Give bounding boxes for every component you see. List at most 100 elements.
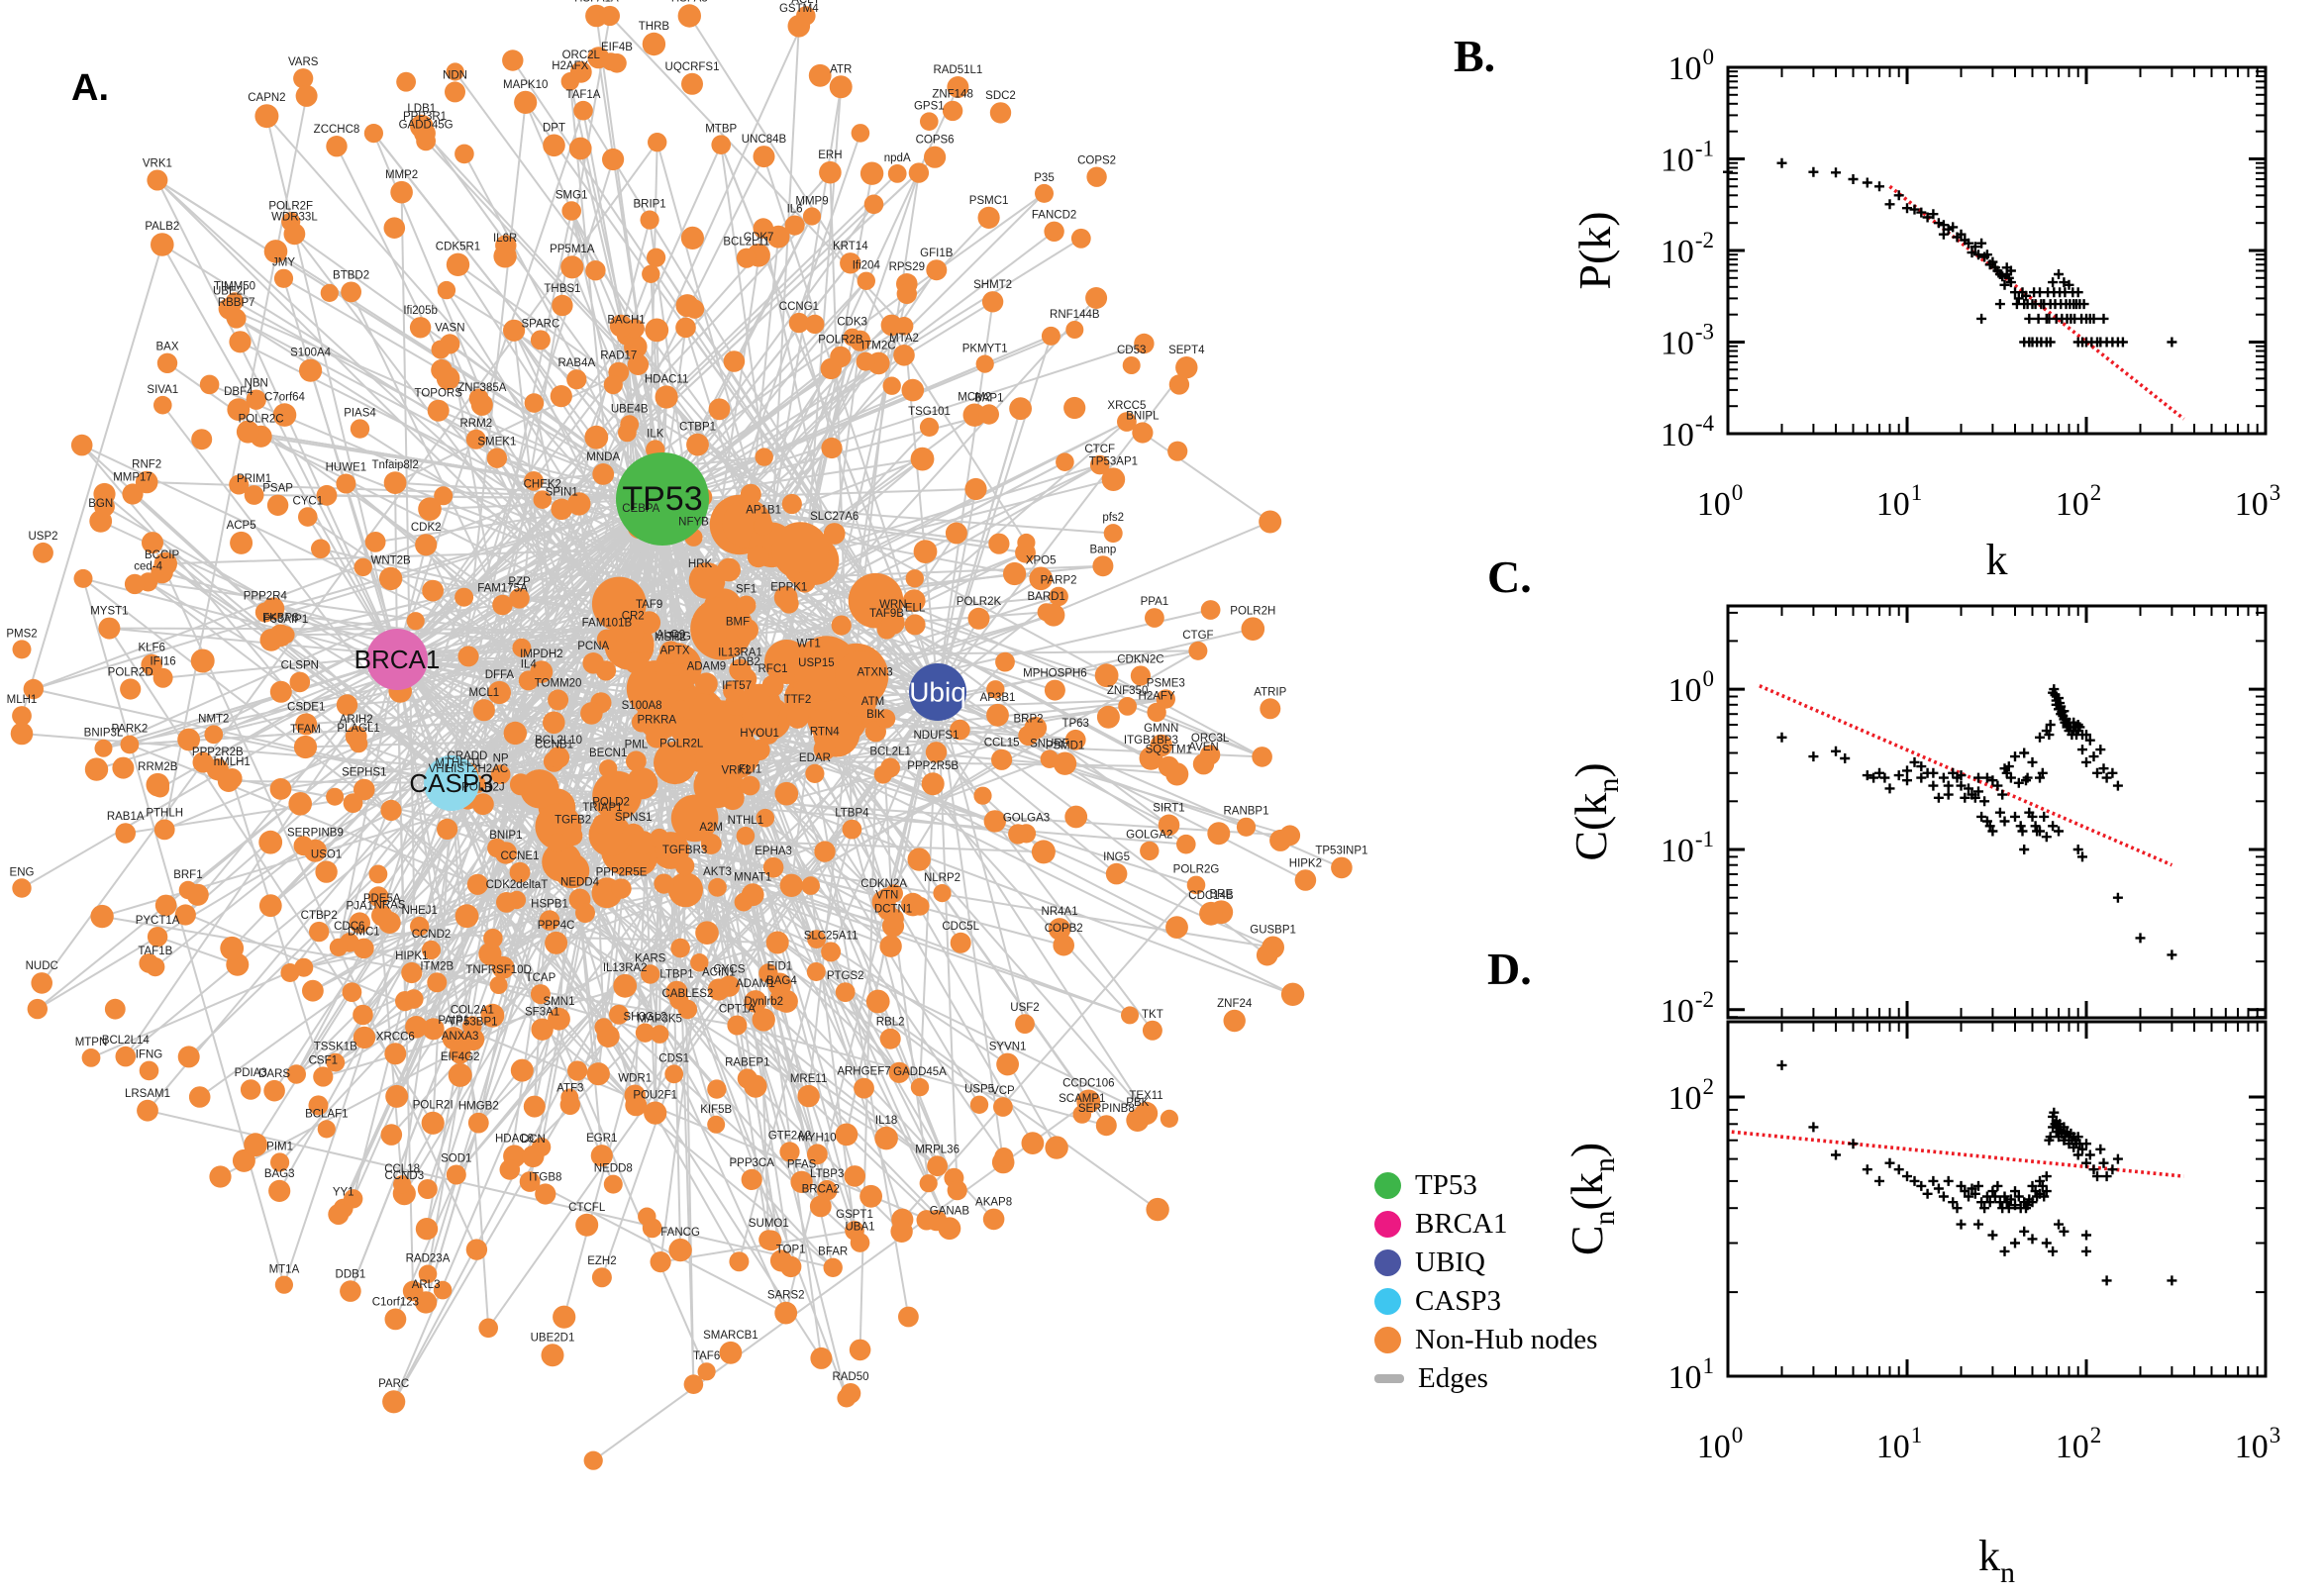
network-node — [427, 399, 450, 422]
network-node — [384, 1308, 407, 1331]
network-node-label: TSSK1B — [314, 1042, 357, 1053]
network-node — [191, 429, 213, 450]
network-node — [602, 148, 625, 171]
network-node — [896, 283, 917, 304]
network-node — [993, 1097, 1013, 1117]
network-node — [594, 1018, 613, 1037]
network-node-label: UBE2I — [213, 286, 246, 298]
network-node — [864, 678, 885, 699]
network-node — [754, 516, 773, 536]
network-node-label: VASN — [435, 322, 464, 334]
network-node — [437, 818, 458, 841]
edge-swatch-icon — [1374, 1373, 1404, 1383]
network-node — [345, 726, 367, 748]
network-node-label: Banp — [1089, 544, 1116, 555]
network-node-label: ADAM1 — [736, 978, 775, 990]
network-node-label: CCNB1 — [535, 740, 573, 751]
network-node-label: TNFRSF10D — [465, 964, 531, 976]
network-node — [468, 388, 489, 409]
network-node — [27, 998, 48, 1020]
network-node — [519, 1171, 541, 1192]
network-node — [622, 622, 645, 645]
network-node — [446, 1164, 466, 1185]
network-node-label: Dynlrb2 — [744, 996, 783, 1008]
network-node-label: GFI1B — [920, 248, 954, 259]
network-node — [1070, 228, 1091, 249]
network-node-label: PPP2R5B — [907, 760, 959, 772]
network-node-label: HDAC11 — [645, 373, 689, 385]
network-node — [567, 1060, 588, 1081]
network-node — [192, 751, 214, 773]
network-node — [495, 235, 517, 256]
network-node-label: ACIN1 — [702, 966, 736, 978]
fit-line — [1759, 684, 2173, 867]
network-node-label: MAP3K5 — [638, 1013, 682, 1025]
x-axis-title: k — [1986, 536, 2008, 584]
network-node — [950, 719, 970, 741]
network-node — [491, 955, 515, 979]
network-node — [920, 112, 939, 131]
network-node-label: TFAM — [290, 724, 321, 736]
tick-label: 100 — [1697, 480, 1744, 523]
network-node — [431, 340, 451, 359]
network-node-label: GADD45A — [893, 1066, 947, 1078]
network-node — [139, 953, 159, 973]
panel-c-label: C. — [1487, 551, 1532, 602]
network-node — [404, 989, 424, 1009]
network-node-label: DMC1 — [348, 927, 380, 939]
network-node — [390, 180, 413, 204]
network-node-label: TEX11 — [1129, 1090, 1162, 1102]
network-node — [883, 908, 904, 929]
network-node — [246, 389, 266, 410]
network-node-label: RNF2 — [132, 459, 161, 471]
network-node — [1003, 561, 1027, 586]
network-node-label: ZNF350 — [1107, 685, 1149, 697]
network-node-label: SPIN1 — [546, 487, 578, 499]
network-node — [299, 358, 323, 382]
network-node — [380, 1124, 403, 1146]
network-node-label: BAG4 — [766, 975, 797, 987]
axis-ticks — [1726, 1022, 2268, 1378]
network-node-label: RTN4 — [810, 727, 840, 739]
network-node — [465, 429, 486, 449]
network-node-label: ATM — [861, 696, 884, 708]
legend: TP53 BRCA1 UBIQ CASP3 Non-Hub nodes Edges — [1374, 1169, 1597, 1394]
network-node-label: CCNG1 — [779, 301, 819, 313]
network-node — [894, 317, 914, 336]
network-node-label: USF2 — [1010, 1002, 1039, 1014]
network-node-label: YY1 — [333, 1187, 354, 1199]
network-node-label: SMN1 — [544, 996, 575, 1008]
network-node-label: SF1 — [736, 584, 757, 596]
network-node — [695, 921, 719, 945]
network-node — [945, 522, 967, 545]
hub-node-TP53 — [616, 452, 709, 546]
network-node — [445, 81, 465, 103]
network-node-label: RRM2 — [460, 418, 493, 430]
network-node-label: HRK — [688, 558, 713, 570]
network-node — [727, 1015, 748, 1036]
network-node — [975, 354, 994, 373]
network-node — [627, 353, 650, 375]
network-node-label: EIF4G2 — [441, 1051, 480, 1063]
network-node — [502, 50, 524, 71]
network-node — [1064, 729, 1086, 750]
network-node-label: NDUFS1 — [913, 730, 959, 742]
network-node — [646, 726, 668, 748]
network-node — [454, 144, 474, 164]
network-node-label: LTBP3 — [810, 1168, 844, 1180]
network-node — [797, 1084, 820, 1108]
network-node-label: VRK2 — [721, 764, 751, 776]
network-node — [807, 930, 826, 948]
network-node — [670, 699, 690, 719]
network-node — [638, 611, 661, 635]
network-node-label: TGFBR3 — [662, 845, 707, 856]
network-node — [120, 735, 140, 754]
network-node-label: PDE5A — [363, 893, 401, 905]
network-node — [719, 1341, 743, 1364]
network-node — [887, 164, 907, 183]
network-node — [487, 838, 507, 858]
network-node — [902, 589, 926, 613]
network-node — [272, 403, 297, 427]
network-node-label: ING5 — [1103, 851, 1130, 863]
network-node — [446, 252, 470, 276]
